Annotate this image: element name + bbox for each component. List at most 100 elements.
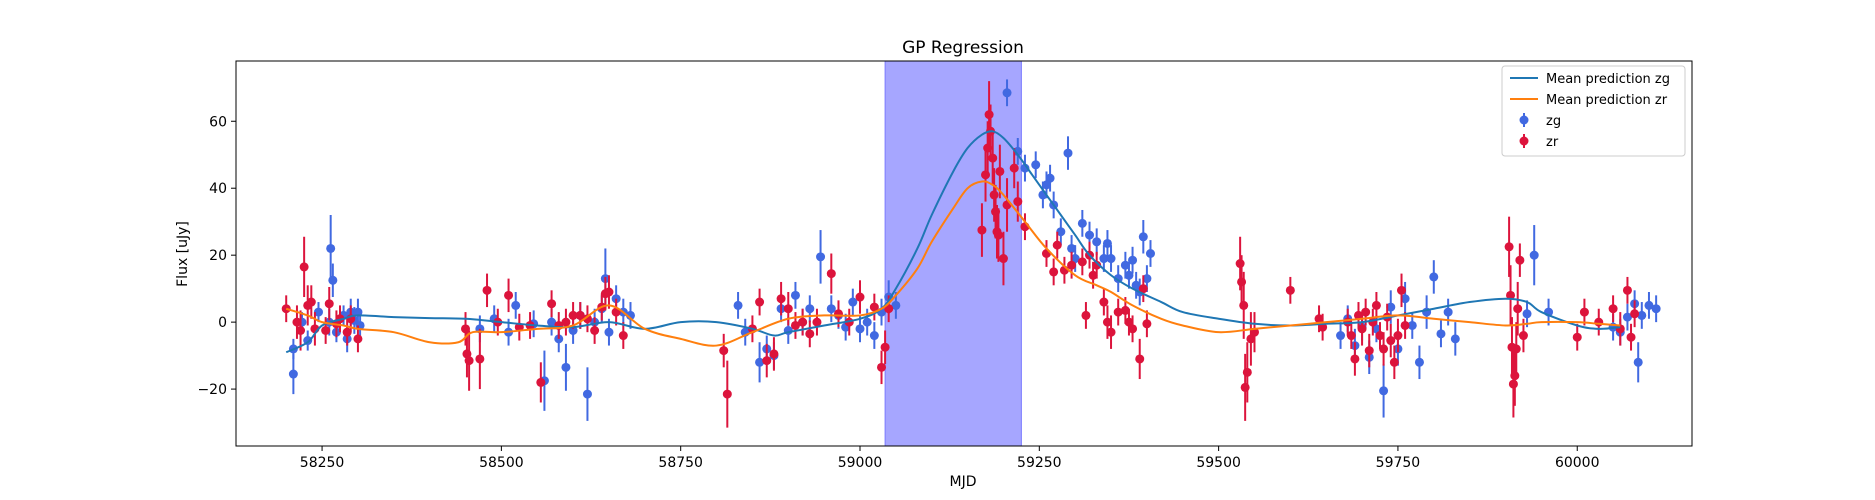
data-point-zr — [880, 330, 890, 364]
data-point-zr — [306, 285, 316, 319]
data-point-zg — [1529, 225, 1539, 286]
marker — [1393, 331, 1403, 341]
marker — [306, 297, 316, 307]
data-point-zr — [1389, 345, 1399, 380]
y-ticks: −20 0 20 40 60 — [197, 114, 236, 398]
data-point-zr — [769, 337, 779, 371]
marker — [826, 304, 836, 314]
marker — [1386, 302, 1396, 312]
marker — [1622, 285, 1632, 295]
marker — [326, 243, 336, 253]
marker — [1314, 314, 1324, 324]
data-point-zr — [575, 302, 585, 329]
data-point-zr — [475, 328, 485, 390]
legend-swatch-zr-points — [1519, 134, 1529, 148]
marker — [1013, 146, 1023, 156]
data-point-zr — [604, 275, 614, 309]
marker — [1002, 88, 1012, 98]
x-axis-label: MJD — [950, 474, 977, 490]
data-point-zg — [561, 343, 571, 391]
marker — [1102, 238, 1112, 248]
marker — [1608, 304, 1618, 314]
marker — [1515, 255, 1525, 265]
y-axis-label: Flux [uJy] — [175, 221, 191, 287]
data-point-zr — [1052, 231, 1062, 259]
marker — [1128, 324, 1138, 334]
marker — [1450, 334, 1460, 344]
legend-marker — [1519, 136, 1529, 146]
marker — [1142, 319, 1152, 329]
data-point-zg — [1637, 302, 1647, 329]
data-point-zg — [1002, 79, 1012, 107]
data-point-zg — [1336, 322, 1346, 349]
data-point-zg — [1622, 303, 1632, 331]
data-point-zg — [511, 292, 521, 319]
marker — [1106, 327, 1116, 337]
data-point-zr — [1142, 310, 1152, 338]
data-point-zr — [1515, 243, 1525, 277]
data-point-zg — [790, 281, 800, 309]
marker — [292, 317, 302, 327]
data-point-zr — [1239, 271, 1249, 339]
marker — [1077, 218, 1087, 228]
data-point-zg — [848, 288, 858, 316]
marker — [1336, 331, 1346, 341]
marker — [1429, 272, 1439, 282]
x-tick-label: 60000 — [1555, 455, 1600, 471]
data-point-zg — [1063, 136, 1073, 170]
marker — [1138, 284, 1148, 294]
marker — [719, 346, 729, 356]
data-point-zr — [1379, 332, 1389, 366]
data-point-zg — [1099, 245, 1109, 272]
marker — [1070, 254, 1080, 264]
marker — [561, 362, 571, 372]
data-point-zr — [1513, 281, 1523, 336]
y-tick-label: 20 — [209, 248, 227, 264]
data-point-zr — [1138, 275, 1148, 303]
data-point-zr — [504, 278, 514, 313]
marker — [1009, 163, 1019, 173]
data-point-zg — [1644, 292, 1654, 319]
data-point-zg — [733, 292, 743, 319]
marker — [1346, 331, 1356, 341]
data-point-zr — [1375, 322, 1385, 349]
data-point-zg — [1522, 300, 1532, 328]
marker — [561, 317, 571, 327]
marker — [1135, 354, 1145, 364]
marker — [798, 317, 808, 327]
data-point-zr — [1285, 276, 1295, 304]
x-tick-label: 59750 — [1376, 455, 1421, 471]
marker — [755, 357, 765, 367]
marker — [1056, 227, 1066, 237]
data-point-zr — [1135, 338, 1145, 380]
data-point-zr — [561, 308, 571, 336]
marker — [547, 317, 557, 327]
data-point-zr — [342, 318, 352, 346]
data-point-zg — [1651, 295, 1661, 323]
x-ticks: 58250 58500 58750 59000 59250 59500 59750 60000 — [300, 446, 1600, 471]
data-point-zg — [1020, 154, 1030, 182]
prediction-line-zg — [285, 130, 1621, 354]
data-point-zr — [1357, 312, 1367, 346]
data-point-zr — [1113, 298, 1123, 326]
data-point-zr — [1630, 300, 1640, 328]
data-point-zg — [1102, 230, 1112, 257]
data-point-zr — [1386, 323, 1396, 358]
marker — [862, 317, 872, 327]
legend-box — [1501, 65, 1686, 157]
data-point-zg — [1633, 342, 1643, 383]
marker — [1357, 324, 1367, 334]
highlight-span — [884, 60, 1022, 447]
marker — [1041, 180, 1051, 190]
marker — [1572, 332, 1582, 342]
data-point-zr — [547, 290, 557, 318]
marker — [482, 285, 492, 295]
marker — [1506, 290, 1516, 300]
data-point-zg — [1092, 228, 1102, 256]
marker — [1371, 300, 1381, 310]
data-point-zr — [812, 308, 822, 336]
marker — [1099, 254, 1109, 264]
marker — [1246, 334, 1256, 344]
marker — [590, 326, 600, 335]
